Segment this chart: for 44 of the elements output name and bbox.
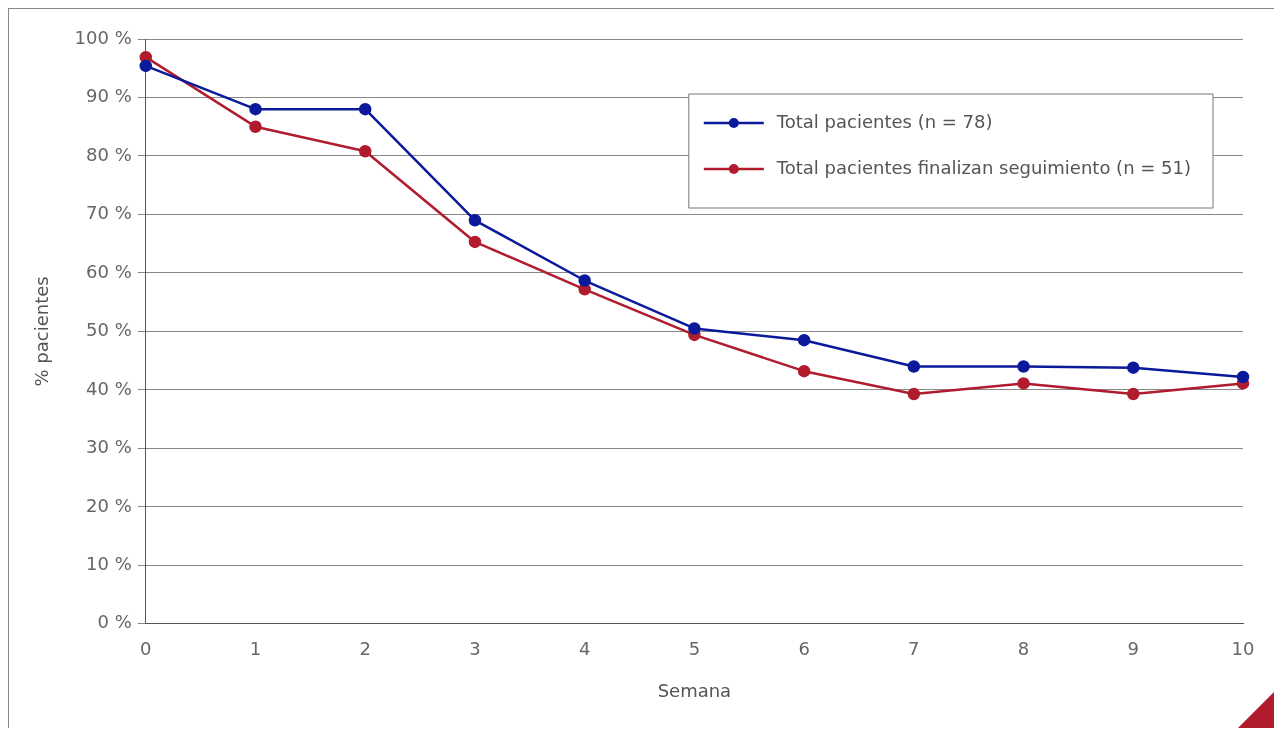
y-tick-label: 10 % <box>86 552 132 574</box>
point <box>797 333 811 347</box>
y-tick-label: 90 % <box>86 85 132 107</box>
y-tick-label: 60 % <box>86 260 132 282</box>
x-tick-label: 8 <box>1017 638 1030 660</box>
point <box>1127 361 1140 374</box>
point <box>358 102 372 116</box>
x-tick-label: 4 <box>578 638 591 660</box>
point <box>1017 377 1030 390</box>
point <box>1127 387 1140 401</box>
point <box>907 387 921 401</box>
y-tick-label: 70 % <box>86 202 132 224</box>
y-tick-label: 40 % <box>86 377 132 399</box>
legend-label: Total pacientes finalizan seguimiento (n = 51) <box>775 156 1192 178</box>
x-tick-label: 1 <box>249 638 262 660</box>
point <box>468 214 482 227</box>
x-tick-label: 6 <box>798 638 810 660</box>
x-tick-label: 0 <box>140 638 152 660</box>
y-tick-label: 50 % <box>86 319 132 341</box>
point <box>249 120 262 133</box>
y-tick-label: 100 % <box>74 26 132 48</box>
x-tick-label: 7 <box>908 638 920 660</box>
y-tick-label: 80 % <box>86 143 132 165</box>
point <box>1236 370 1250 384</box>
y-axis-title: % pacientes <box>31 276 53 387</box>
point <box>578 274 591 287</box>
x-tick-label: 3 <box>469 638 481 660</box>
point <box>468 235 482 249</box>
x-tick-label: 5 <box>688 638 701 660</box>
point <box>249 102 262 116</box>
y-tick-label: 0 % <box>97 611 132 633</box>
point <box>688 322 701 335</box>
point <box>139 59 153 73</box>
x-axis-title: Semana <box>657 679 732 701</box>
x-tick-label: 9 <box>1127 638 1139 660</box>
x-tick-label: 2 <box>359 638 371 660</box>
point <box>907 360 921 373</box>
y-tick-label: 20 % <box>86 494 132 516</box>
point <box>358 145 372 158</box>
legend-label: Total pacientes (n = 78) <box>775 110 993 132</box>
point <box>797 364 811 378</box>
y-tick-label: 30 % <box>86 436 132 458</box>
x-tick-label: 10 <box>1231 638 1255 660</box>
point <box>1017 360 1030 373</box>
